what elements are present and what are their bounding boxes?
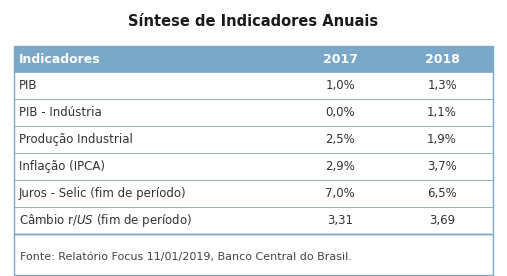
- Bar: [14, 46, 493, 72]
- Text: 3,31: 3,31: [328, 214, 353, 227]
- Text: Síntese de Indicadores Anuais: Síntese de Indicadores Anuais: [128, 15, 379, 30]
- Text: 1,3%: 1,3%: [427, 79, 457, 92]
- Text: PIB: PIB: [19, 79, 38, 92]
- Text: Juros - Selic (fim de período): Juros - Selic (fim de período): [19, 187, 187, 200]
- Text: 2017: 2017: [323, 52, 358, 65]
- Text: 1,1%: 1,1%: [427, 106, 457, 119]
- Text: Fonte: Relatório Focus 11/01/2019, Banco Central do Brasil.: Fonte: Relatório Focus 11/01/2019, Banco…: [20, 252, 352, 262]
- Text: Câmbio r$/US$ (fim de período): Câmbio r$/US$ (fim de período): [19, 212, 192, 229]
- Text: 1,0%: 1,0%: [325, 79, 355, 92]
- Bar: [14, 234, 493, 275]
- Text: 2,5%: 2,5%: [325, 133, 355, 146]
- Text: 3,69: 3,69: [429, 214, 455, 227]
- Text: 6,5%: 6,5%: [427, 187, 457, 200]
- Text: PIB - Indústria: PIB - Indústria: [19, 106, 102, 119]
- Bar: [14, 46, 493, 234]
- Text: 2018: 2018: [425, 52, 459, 65]
- Text: Indicadores: Indicadores: [19, 52, 101, 65]
- Text: Inflação (IPCA): Inflação (IPCA): [19, 160, 105, 173]
- Text: 1,9%: 1,9%: [427, 133, 457, 146]
- Text: 3,7%: 3,7%: [427, 160, 457, 173]
- Text: 7,0%: 7,0%: [325, 187, 355, 200]
- Text: 2,9%: 2,9%: [325, 160, 355, 173]
- Text: 0,0%: 0,0%: [325, 106, 355, 119]
- Text: Produção Industrial: Produção Industrial: [19, 133, 133, 146]
